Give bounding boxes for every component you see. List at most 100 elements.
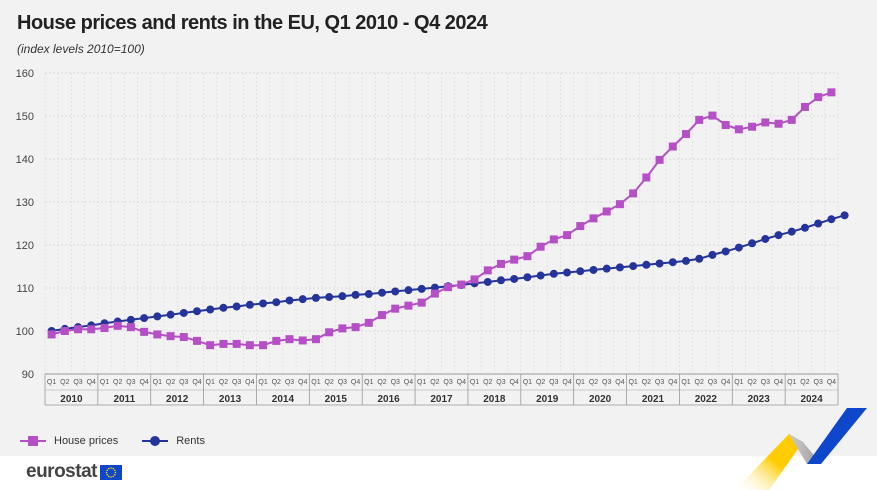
x-tick-label-quarter: Q4 <box>87 379 96 386</box>
x-tick-label-quarter: Q2 <box>113 379 122 386</box>
data-point-rents <box>615 263 624 272</box>
x-tick-label-quarter: Q3 <box>496 379 505 386</box>
x-tick-label-quarter: Q4 <box>562 379 571 386</box>
x-tick-label-quarter: Q1 <box>628 379 637 386</box>
x-tick-label-quarter: Q4 <box>139 379 148 386</box>
x-tick-label-year: 2012 <box>166 394 189 405</box>
x-tick-label-quarter: Q2 <box>166 379 175 386</box>
x-tick-label-quarter: Q3 <box>708 379 717 386</box>
data-point-rents <box>232 302 241 311</box>
data-point-rents <box>827 215 836 224</box>
data-point-house-prices <box>364 318 373 327</box>
data-point-rents <box>245 300 254 309</box>
data-point-house-prices <box>219 339 228 348</box>
x-tick-label-year: 2023 <box>748 394 771 405</box>
data-point-rents <box>721 247 730 256</box>
data-point-rents <box>206 305 215 314</box>
legend-label-house-prices: House prices <box>54 435 119 447</box>
data-point-house-prices <box>378 311 387 320</box>
data-point-rents <box>179 308 188 317</box>
data-point-house-prices <box>417 298 426 307</box>
data-point-rents <box>774 231 783 240</box>
data-point-house-prices <box>113 321 122 330</box>
x-tick-label-quarter: Q1 <box>258 379 267 386</box>
data-point-rents <box>748 239 757 248</box>
data-point-rents <box>325 293 334 302</box>
x-tick-label-quarter: Q4 <box>192 379 201 386</box>
y-tick-label: 110 <box>16 283 34 295</box>
x-tick-label-quarter: Q1 <box>576 379 585 386</box>
data-point-rents <box>840 211 849 220</box>
data-point-rents <box>364 290 373 299</box>
data-point-rents <box>272 298 281 307</box>
x-tick-label-quarter: Q4 <box>510 379 519 386</box>
data-point-rents <box>192 307 201 316</box>
x-tick-label-year: 2018 <box>483 394 506 405</box>
data-point-house-prices <box>140 327 149 336</box>
data-point-rents <box>602 264 611 273</box>
x-tick-label-quarter: Q2 <box>60 379 69 386</box>
x-tick-label-quarter: Q4 <box>298 379 307 386</box>
data-point-rents <box>523 273 532 282</box>
x-tick-label-quarter: Q1 <box>206 379 215 386</box>
data-point-rents <box>391 287 400 296</box>
data-point-rents <box>536 271 545 280</box>
x-tick-label-quarter: Q1 <box>47 379 56 386</box>
house-prices-swatch-icon <box>20 435 46 447</box>
x-tick-label-year: 2011 <box>113 394 135 405</box>
data-point-rents <box>668 258 677 267</box>
data-point-rents <box>430 283 439 292</box>
y-tick-label: 150 <box>16 111 34 123</box>
x-tick-label-quarter: Q3 <box>285 379 294 386</box>
data-point-house-prices <box>536 242 545 251</box>
x-tick-label-year: 2016 <box>378 394 401 405</box>
data-point-rents <box>563 268 572 277</box>
data-point-house-prices <box>285 335 294 344</box>
data-point-house-prices <box>338 324 347 333</box>
data-point-house-prices <box>814 93 823 102</box>
data-point-house-prices <box>470 275 479 284</box>
data-point-house-prices <box>774 119 783 128</box>
x-tick-label-year: 2010 <box>60 394 83 405</box>
data-point-house-prices <box>60 327 69 335</box>
x-tick-label-quarter: Q3 <box>655 379 664 386</box>
data-point-house-prices <box>179 333 188 342</box>
x-tick-label-quarter: Q2 <box>430 379 439 386</box>
legend-item-rents[interactable]: Rents <box>142 435 205 447</box>
data-point-rents <box>311 293 320 302</box>
data-point-rents <box>800 223 809 232</box>
data-point-rents <box>126 315 135 324</box>
data-point-house-prices <box>563 231 572 240</box>
data-point-house-prices <box>404 301 413 310</box>
data-point-house-prices <box>655 155 664 164</box>
x-tick-label-quarter: Q3 <box>761 379 770 386</box>
x-tick-label-quarter: Q3 <box>338 379 347 386</box>
data-point-rents <box>285 296 294 305</box>
brand-name: eurostat <box>26 461 97 482</box>
data-point-house-prices <box>192 336 201 345</box>
rents-swatch-icon <box>142 435 169 447</box>
data-point-house-prices <box>748 122 757 131</box>
x-tick-label-quarter: Q1 <box>417 379 426 386</box>
data-point-rents <box>642 260 651 269</box>
x-tick-label-quarter: Q4 <box>827 379 836 386</box>
x-tick-label-quarter: Q1 <box>681 379 690 386</box>
y-tick-label: 160 <box>16 68 34 80</box>
x-tick-label-quarter: Q2 <box>536 379 545 386</box>
eurostat-logo: eurostat <box>26 460 122 484</box>
data-point-house-prices <box>708 111 717 120</box>
data-point-house-prices <box>496 259 505 268</box>
decorative-chevron-graphic <box>735 408 867 490</box>
x-tick-label-quarter: Q3 <box>391 379 400 386</box>
data-point-house-prices <box>100 323 109 332</box>
legend-item-house-prices[interactable]: House prices <box>20 435 118 447</box>
data-point-house-prices <box>298 336 307 345</box>
x-tick-label-quarter: Q2 <box>483 379 492 386</box>
line-chart: 90 100 110 120 130 140 150 160 Q1 Q2 Q3 Q4 Q1 Q2 Q3 Q4 Q… <box>16 68 849 406</box>
data-point-house-prices <box>523 252 532 261</box>
data-point-house-prices <box>602 207 611 216</box>
data-point-house-prices <box>126 323 135 332</box>
data-point-rents <box>483 277 492 286</box>
y-tick-label: 140 <box>16 154 34 166</box>
x-tick-label-quarter: Q2 <box>272 379 281 386</box>
